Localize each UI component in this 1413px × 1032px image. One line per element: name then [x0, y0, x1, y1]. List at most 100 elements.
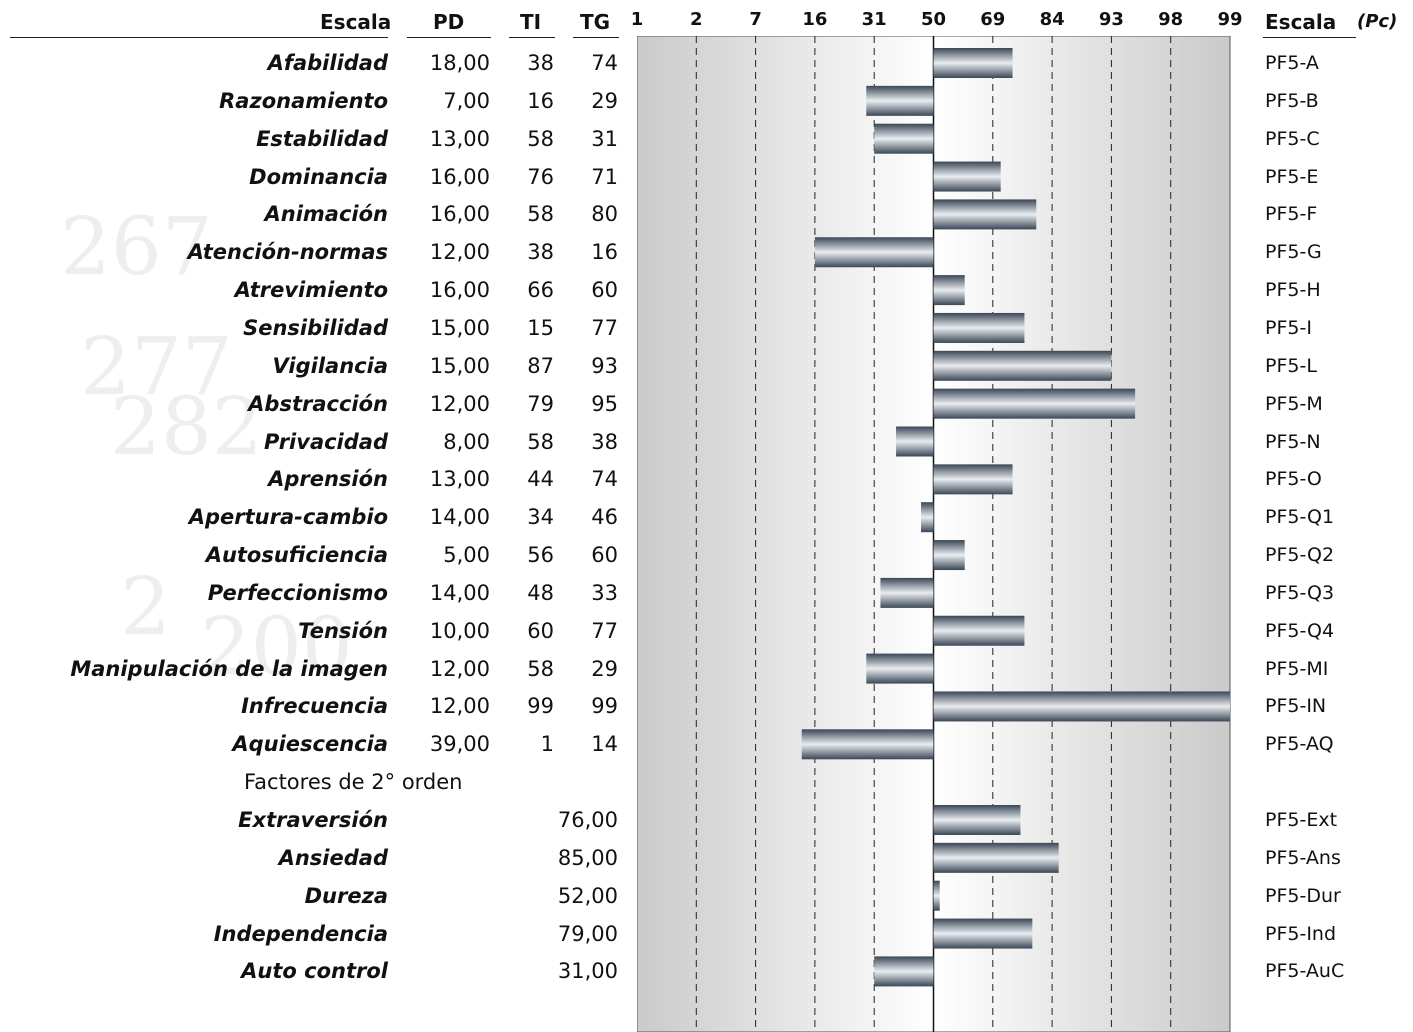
pd-value: 14,00 [429, 505, 490, 530]
tg-value: 16 [591, 240, 618, 265]
pd-value: 13,00 [429, 126, 490, 151]
bar-PF5-AQ [801, 729, 934, 760]
scale-name: Afabilidad [267, 51, 388, 75]
scale-code: PF5-Ext [1265, 809, 1338, 831]
table-row: Aprensión 13,00 44 74 PF5-O [0, 460, 1322, 498]
table-row: Vigilancia 15,00 87 93 PF5-L [0, 347, 1317, 385]
ti-value: 44 [527, 467, 554, 492]
table-row: Ansiedad 85,00 PF5-Ans [0, 839, 1341, 877]
bar-PF5-IN [933, 691, 1230, 722]
tick-label: 31 [861, 9, 887, 30]
scale-code: PF5-Q2 [1265, 544, 1335, 567]
ti-value: 38 [527, 240, 554, 265]
tg-value: 60 [591, 543, 618, 568]
tg-value: 29 [591, 656, 618, 681]
pd-value: 15,00 [429, 315, 490, 340]
header-underline [573, 37, 619, 38]
scale-name: Apertura-cambio [188, 505, 388, 530]
scale-code: PF5-Q3 [1265, 581, 1335, 604]
table-row: Manipulación de la imagen 12,00 58 29 PF5-MI [0, 650, 1328, 688]
scale-name: Aprensión [268, 467, 388, 492]
pd-value: 12,00 [429, 240, 490, 265]
bar-PF5-Q3 [880, 577, 934, 608]
pd-value: 12,00 [429, 656, 490, 681]
tg-value: 14 [591, 732, 618, 757]
pd-value: 15,00 [429, 353, 490, 378]
bar-PF5-N [896, 426, 934, 457]
scale-name: Vigilancia [272, 353, 388, 378]
tg-value: 79,00 [557, 921, 618, 946]
header-underline [407, 37, 491, 38]
scale-code: PF5-Ind [1265, 922, 1337, 945]
tg-value: 33 [591, 580, 618, 605]
bar-PF5-Q2 [933, 540, 965, 571]
bar-PF5-Ans [933, 842, 1059, 873]
pd-value: 39,00 [429, 732, 490, 757]
header-underline [10, 37, 388, 38]
table-row: Apertura-cambio 14,00 34 46 PF5-Q1 [0, 498, 1334, 536]
table-row: Independencia 79,00 PF5-Ind [0, 915, 1336, 953]
header-underline [509, 37, 555, 38]
ti-value: 58 [527, 656, 554, 681]
table-row: Atención-normas 12,00 38 16 PF5-G [0, 233, 1322, 271]
table-row: Auto control 31,00 PF5-AuC [0, 952, 1344, 990]
pd-value: 16,00 [429, 202, 490, 227]
bar-PF5-L [933, 350, 1112, 381]
ti-value: 66 [527, 278, 554, 303]
table-row: Estabilidad 13,00 58 31 PF5-C [0, 120, 1320, 158]
scale-name: Animación [264, 202, 388, 227]
pd-value: 13,00 [429, 467, 490, 492]
ti-value: 56 [527, 543, 554, 568]
ti-value: 16 [527, 88, 554, 113]
tg-value: 38 [591, 429, 618, 454]
scale-code: PF5-H [1265, 279, 1321, 302]
tg-value: 77 [591, 315, 618, 340]
scale-name: Dureza [304, 883, 388, 908]
bar-PF5-Q1 [921, 502, 934, 533]
scale-name: Perfeccionismo [207, 580, 388, 605]
ti-value: 87 [527, 353, 554, 378]
scale-name: Abstracción [248, 391, 388, 416]
pd-value: 10,00 [429, 618, 490, 643]
ti-value: 58 [527, 429, 554, 454]
ti-value: 34 [527, 505, 554, 530]
table-row: Aquiescencia 39,00 1 14 PF5-AQ [0, 725, 1333, 763]
table-row: Atrevimiento 16,00 66 60 PF5-H [0, 271, 1321, 309]
bar-PF5-I [933, 312, 1025, 343]
bar-PF5-M [933, 388, 1136, 419]
table-row: Animación 16,00 58 80 PF5-F [0, 195, 1318, 233]
tg-value: 52,00 [557, 883, 618, 908]
tg-value: 99 [591, 694, 618, 719]
ti-value: 58 [527, 202, 554, 227]
scale-code: PF5-AQ [1265, 733, 1334, 756]
bar-PF5-A [933, 48, 1013, 78]
pd-value: 16,00 [429, 164, 490, 189]
scale-name: Atención-normas [187, 240, 388, 265]
percentile-bar-chart [637, 36, 1231, 1032]
tg-value: 74 [591, 467, 618, 492]
bar-PF5-Ind [933, 918, 1033, 949]
tg-value: 77 [591, 618, 618, 643]
pd-value: 7,00 [443, 88, 490, 113]
bar-PF5-Ext [933, 805, 1021, 835]
bar-PF5-MI [866, 653, 934, 684]
tg-value: 60 [591, 278, 618, 303]
table-row: Razonamiento 7,00 16 29 PF5-B [0, 82, 1319, 120]
tg-value: 93 [591, 353, 618, 378]
bar-PF5-F [933, 199, 1037, 230]
tick-label: 7 [749, 9, 762, 30]
scale-code: PF5-I [1265, 316, 1312, 339]
scale-name: Aquiescencia [232, 732, 388, 757]
section-label: Factores de 2° orden [244, 770, 463, 795]
pd-value: 5,00 [443, 543, 490, 568]
tg-value: 29 [591, 88, 618, 113]
tg-value: 31 [591, 126, 618, 151]
scale-code: PF5-L [1265, 354, 1317, 377]
scale-name: Infrecuencia [241, 694, 388, 719]
scale-code: PF5-M [1265, 392, 1323, 415]
pd-value: 16,00 [429, 278, 490, 303]
tick-label: 98 [1158, 9, 1184, 30]
tg-value: 76,00 [557, 808, 618, 832]
bar-PF5-Dur [933, 880, 940, 911]
scale-code: PF5-Q1 [1265, 506, 1335, 529]
